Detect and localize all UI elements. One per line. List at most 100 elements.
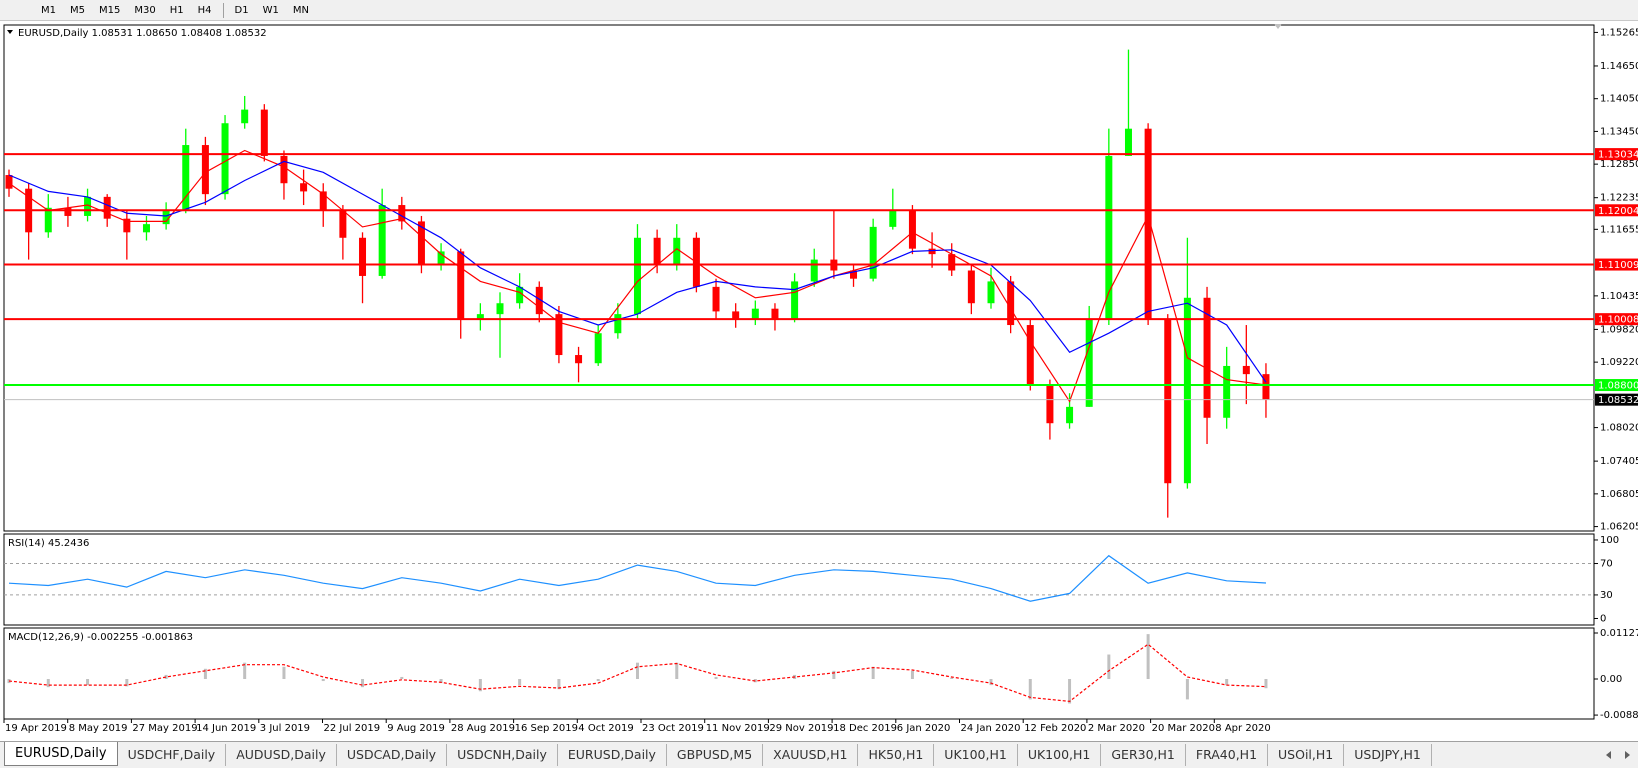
- x-tick-label: 6 Jan 2020: [897, 723, 951, 734]
- chart-tab[interactable]: XAUUSD,H1: [763, 744, 859, 766]
- y-tick-label: 1.09820: [1600, 324, 1638, 335]
- candle-body: [575, 355, 583, 364]
- chart-tab[interactable]: USDCAD,Daily: [337, 744, 448, 766]
- chart-tab[interactable]: USDCNH,Daily: [447, 744, 558, 766]
- candle-body: [162, 210, 170, 225]
- x-tick-label: 4 Oct 2019: [578, 723, 633, 734]
- timeframe-button[interactable]: H4: [197, 4, 212, 16]
- candle-body: [516, 286, 524, 304]
- level-label: 1.11009: [1598, 260, 1638, 271]
- macd-bar: [832, 670, 836, 680]
- price-panel: [3, 24, 1595, 532]
- x-tick-label: 11 Nov 2019: [706, 723, 770, 734]
- chart-tab[interactable]: UK100,H1: [1018, 744, 1102, 766]
- scroll-left[interactable]: [1606, 751, 1611, 759]
- candle-body: [5, 175, 13, 189]
- rsi-line: [8, 554, 1267, 602]
- chart-tab[interactable]: GER30,H1: [1101, 744, 1186, 766]
- macd-bar: [1146, 634, 1150, 680]
- candle-body: [948, 254, 956, 271]
- timeframe-button[interactable]: M5: [70, 4, 85, 16]
- chart-tab[interactable]: EURUSD,Daily: [4, 742, 118, 766]
- level-label-bg: [1595, 313, 1638, 326]
- chart-tab[interactable]: FRA40,H1: [1186, 744, 1269, 766]
- macd-bar: [596, 679, 600, 682]
- x-tick-label: 14 Jun 2019: [196, 723, 256, 734]
- chart-tab[interactable]: USDJPY,H1: [1344, 744, 1432, 766]
- timeframe-button[interactable]: H1: [169, 4, 184, 16]
- macd-signal: [8, 643, 1267, 703]
- chart-tab[interactable]: HK50,H1: [858, 744, 935, 766]
- candle-body: [1007, 281, 1015, 326]
- candle-body: [103, 196, 111, 219]
- macd-bar: [1068, 679, 1072, 704]
- candle-body: [339, 210, 347, 238]
- chart-tab[interactable]: AUDUSD,Daily: [226, 744, 337, 766]
- x-tick-label: 24 Jan 2020: [961, 723, 1021, 734]
- candle-body: [1223, 365, 1231, 418]
- candle-body: [417, 221, 425, 266]
- level-label-bg: [1595, 393, 1638, 406]
- x-tick-label: 27 May 2019: [132, 723, 197, 734]
- menu-triangle: [7, 30, 13, 34]
- timeframe-button[interactable]: M30: [134, 4, 156, 16]
- macd-bar: [46, 679, 50, 688]
- separator: [222, 2, 224, 18]
- level-label: 1.08800: [1598, 381, 1638, 392]
- y-tick-label: 1.09220: [1600, 357, 1638, 368]
- y-tick-label: 1.11655: [1600, 224, 1638, 235]
- x-tick-label: 16 Sep 2019: [515, 723, 578, 734]
- x-tick-label: 8 May 2019: [69, 723, 128, 734]
- y-tick-label: 0: [1600, 613, 1606, 624]
- chart-tab[interactable]: USDCHF,Daily: [118, 744, 227, 766]
- scroll-right[interactable]: [1625, 751, 1630, 759]
- candle-body: [673, 237, 681, 266]
- level-label-bg: [1595, 204, 1638, 217]
- candle-body: [987, 281, 995, 304]
- timeframe-button[interactable]: MN: [292, 4, 309, 16]
- chart-tabs: EURUSD,Daily USDCHF,Daily AUDUSD,Daily USDC…: [0, 741, 1638, 768]
- rsi-title: RSI(14) 45.2436: [8, 538, 89, 549]
- rsi-panel: [3, 533, 1595, 626]
- y-tick-label: 1.13450: [1600, 126, 1638, 137]
- macd-bar: [243, 662, 247, 680]
- candle-body: [1203, 297, 1211, 418]
- candle-body: [359, 237, 367, 276]
- x-tick-label: 20 Mar 2020: [1152, 723, 1215, 734]
- moving-average: [8, 149, 1267, 403]
- y-tick-label: 0.011277: [1600, 628, 1638, 639]
- tab-scroll[interactable]: [1604, 749, 1634, 761]
- candle-body: [712, 286, 720, 312]
- candle-body: [300, 183, 308, 192]
- candle-body: [732, 311, 740, 320]
- y-tick-label: 0.00: [1600, 674, 1622, 685]
- candle-body: [378, 205, 386, 276]
- level-label: 1.08532: [1598, 395, 1638, 406]
- chart-tab[interactable]: EURUSD,Daily: [558, 744, 667, 766]
- macd-bar: [164, 674, 168, 680]
- x-tick-label: 3 Jul 2019: [260, 723, 310, 734]
- candle-body: [319, 191, 327, 211]
- macd-bar: [1107, 654, 1111, 680]
- chart-tab[interactable]: GBPUSD,M5: [667, 744, 764, 766]
- timeframe-button[interactable]: D1: [234, 4, 249, 16]
- candle-body: [1046, 385, 1054, 424]
- chart-tab[interactable]: USOil,H1: [1268, 744, 1345, 766]
- candle-body: [633, 237, 641, 315]
- y-tick-label: 1.15265: [1600, 27, 1638, 38]
- macd-bar: [439, 679, 443, 684]
- macd-bar: [871, 666, 875, 680]
- chart-title: EURUSD,Daily 1.08531 1.08650 1.08408 1.0…: [18, 28, 267, 39]
- macd-bar: [1264, 679, 1268, 689]
- timeframe-button[interactable]: M15: [99, 4, 121, 16]
- timeframe-button[interactable]: W1: [262, 4, 279, 16]
- timeframe-button[interactable]: M1: [41, 4, 56, 16]
- macd-bar: [321, 679, 325, 682]
- shift-marker: [1274, 24, 1282, 29]
- candle-body: [1144, 128, 1152, 320]
- chart-tab[interactable]: UK100,H1: [934, 744, 1018, 766]
- macd-bar: [282, 666, 286, 680]
- macd-bar: [361, 679, 365, 688]
- candle-body: [260, 109, 268, 156]
- macd-bar: [910, 670, 914, 680]
